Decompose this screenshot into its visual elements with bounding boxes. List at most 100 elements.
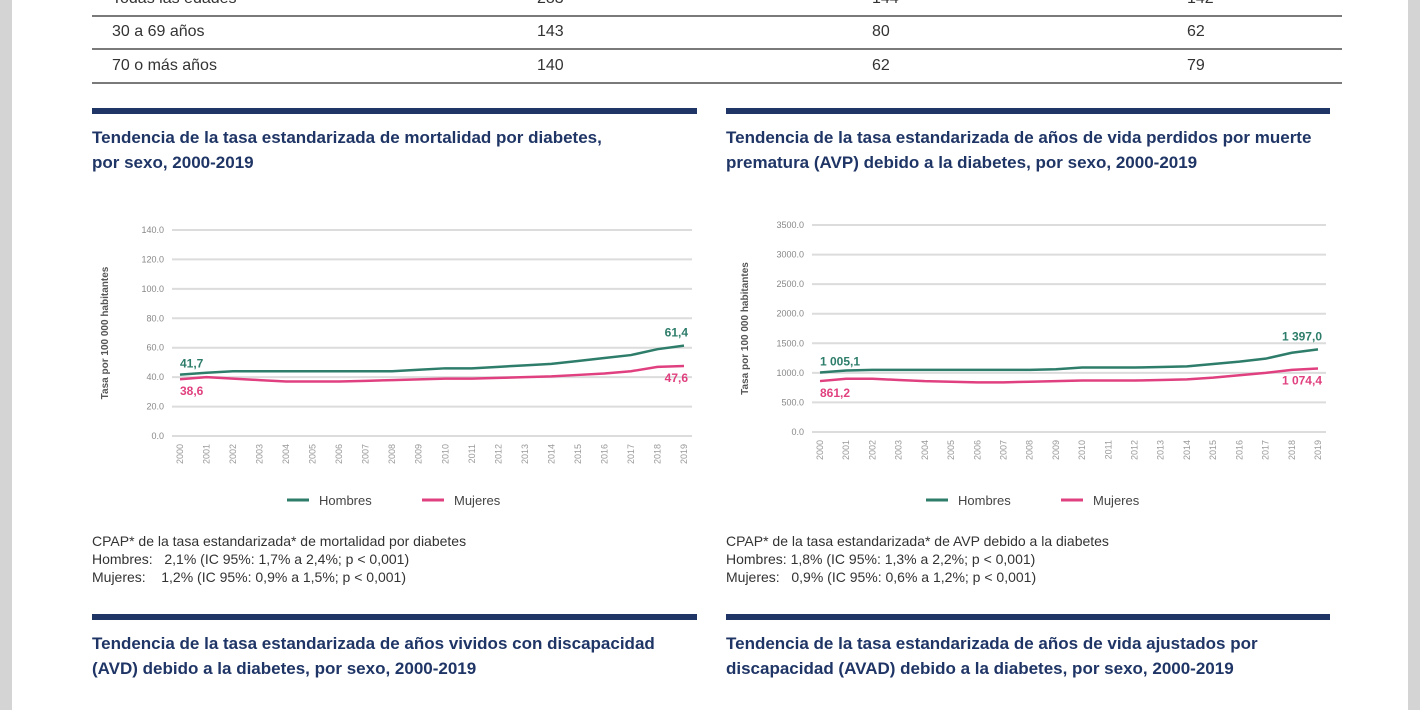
x-tick-label: 2000 xyxy=(815,440,825,460)
x-tick-label: 2014 xyxy=(546,444,556,464)
x-tick-label: 2006 xyxy=(334,444,344,464)
x-tick-label: 2011 xyxy=(1103,440,1113,459)
series-line-mujeres xyxy=(179,364,685,383)
x-tick-label: 2019 xyxy=(1313,440,1323,460)
legend-label: Hombres xyxy=(319,493,372,508)
x-tick-label: 2018 xyxy=(652,444,662,464)
cell: 142 xyxy=(1187,0,1214,8)
x-tick-label: 2010 xyxy=(1077,440,1087,460)
x-tick-label: 2009 xyxy=(414,444,424,464)
y-tick-label: 40.0 xyxy=(146,372,164,382)
data-label: 47,6 xyxy=(665,371,689,385)
y-tick-label: 2500.0 xyxy=(776,279,804,289)
x-tick-label: 2008 xyxy=(1025,440,1035,460)
x-tick-label: 2005 xyxy=(308,444,318,464)
x-tick-label: 2015 xyxy=(1208,440,1218,460)
series-line-hombres xyxy=(179,344,685,376)
series-line-hombres xyxy=(819,348,1319,374)
y-tick-label: 80.0 xyxy=(146,313,164,323)
legend-label: Mujeres xyxy=(454,493,501,508)
y-tick-label: 100.0 xyxy=(141,284,164,294)
chart-title: Tendencia de la tasa estandarizada de mo… xyxy=(92,128,602,172)
y-tick-label: 500.0 xyxy=(781,397,804,407)
section-rule xyxy=(92,614,697,620)
y-tick-label: 120.0 xyxy=(141,254,164,264)
x-tick-label: 2003 xyxy=(255,444,265,464)
y-tick-label: 1500.0 xyxy=(776,338,804,348)
note-line: Mujeres: 0,9% (IC 95%: 0,6% a 1,2%; p < … xyxy=(726,569,1037,585)
table-row: Todas las edades 283 144 142 xyxy=(92,0,1342,17)
y-tick-label: 3500.0 xyxy=(776,220,804,230)
cpap-note: CPAP* de la tasa estandarizada* de AVP d… xyxy=(726,532,1109,586)
document-page: Todas las edades 283 144 142 30 a 69 año… xyxy=(12,0,1408,710)
data-label: 861,2 xyxy=(820,386,850,400)
y-axis-label: Tasa por 100 000 habitantes xyxy=(740,262,751,395)
mortality-chart: 0.0 20.0 40.0 60.0 80.0 100.0 120.0 140.0 Tasa p… xyxy=(100,225,692,508)
chart-title: Tendencia de la tasa estandarizada de añ… xyxy=(726,634,1258,678)
y-tick-label: 3000.0 xyxy=(776,250,804,260)
section-rule xyxy=(726,108,1330,114)
series-line-mujeres xyxy=(819,367,1319,384)
x-tick-label: 2006 xyxy=(972,440,982,460)
row-label: 30 a 69 años xyxy=(112,23,205,40)
data-label: 38,6 xyxy=(180,384,204,398)
y-axis-label: Tasa por 100 000 habitantes xyxy=(100,266,111,399)
cpap-note: CPAP* de la tasa estandarizada* de morta… xyxy=(92,532,466,586)
y-tick-label: 140.0 xyxy=(141,225,164,235)
data-label: 61,4 xyxy=(665,326,689,340)
x-tick-label: 2004 xyxy=(920,440,930,460)
x-tick-label: 2016 xyxy=(599,444,609,464)
x-tick-label: 2016 xyxy=(1234,440,1244,460)
x-tick-label: 2010 xyxy=(440,444,450,464)
note-line: CPAP* de la tasa estandarizada* de morta… xyxy=(92,533,467,549)
x-tick-label: 2008 xyxy=(387,444,397,464)
table-row: 70 o más años 140 62 79 xyxy=(92,49,1342,84)
cell: 62 xyxy=(1187,23,1205,40)
cell: 79 xyxy=(1187,57,1205,74)
x-tick-label: 2013 xyxy=(520,444,530,464)
x-tick-label: 2002 xyxy=(867,440,877,460)
section-rule xyxy=(92,108,697,114)
x-tick-label: 2019 xyxy=(679,444,689,464)
table-row: 30 a 69 años 143 80 62 xyxy=(92,15,1342,50)
y-tick-label: 2000.0 xyxy=(776,309,804,319)
x-tick-label: 2002 xyxy=(228,444,238,464)
cell: 144 xyxy=(872,0,899,8)
x-tick-label: 2007 xyxy=(361,444,371,464)
y-tick-label: 0.0 xyxy=(791,427,804,437)
cell: 143 xyxy=(537,23,564,40)
chart-title: Tendencia de la tasa estandarizada de añ… xyxy=(726,128,1312,172)
cell: 283 xyxy=(537,0,564,8)
y-tick-label: 1000.0 xyxy=(776,368,804,378)
x-tick-label: 2005 xyxy=(946,440,956,460)
data-label: 1 397,0 xyxy=(1282,329,1322,343)
x-tick-label: 2017 xyxy=(626,444,636,464)
x-tick-label: 2013 xyxy=(1156,440,1166,460)
x-tick-label: 2009 xyxy=(1051,440,1061,460)
data-label: 1 074,4 xyxy=(1282,373,1322,387)
y-tick-label: 0.0 xyxy=(151,431,164,441)
x-tick-label: 2018 xyxy=(1287,440,1297,460)
row-label: 70 o más años xyxy=(112,57,217,74)
x-tick-label: 2017 xyxy=(1261,440,1271,460)
x-tick-label: 2012 xyxy=(493,444,503,464)
legend-label: Mujeres xyxy=(1093,493,1140,508)
cell: 80 xyxy=(872,23,890,40)
x-tick-label: 2001 xyxy=(841,440,851,460)
chart-title: Tendencia de la tasa estandarizada de añ… xyxy=(92,634,655,678)
y-tick-label: 60.0 xyxy=(146,343,164,353)
note-line: CPAP* de la tasa estandarizada* de AVP d… xyxy=(726,533,1109,549)
x-tick-label: 2011 xyxy=(467,444,477,463)
avp-chart: 0.0 500.0 1000.0 1500.0 2000.0 2500.0 3000.0 35… xyxy=(740,220,1326,508)
note-line: Hombres: 2,1% (IC 95%: 1,7% a 2,4%; p < … xyxy=(92,551,410,567)
y-tick-label: 20.0 xyxy=(146,402,164,412)
data-label: 41,7 xyxy=(180,357,204,371)
note-line: Hombres: 1,8% (IC 95%: 1,3% a 2,2%; p < … xyxy=(726,551,1036,567)
x-tick-label: 2007 xyxy=(998,440,1008,460)
data-label: 1 005,1 xyxy=(820,355,860,369)
x-tick-label: 2014 xyxy=(1182,440,1192,460)
section-rule xyxy=(726,614,1330,620)
x-tick-label: 2000 xyxy=(175,444,185,464)
x-tick-label: 2003 xyxy=(894,440,904,460)
cell: 62 xyxy=(872,57,890,74)
